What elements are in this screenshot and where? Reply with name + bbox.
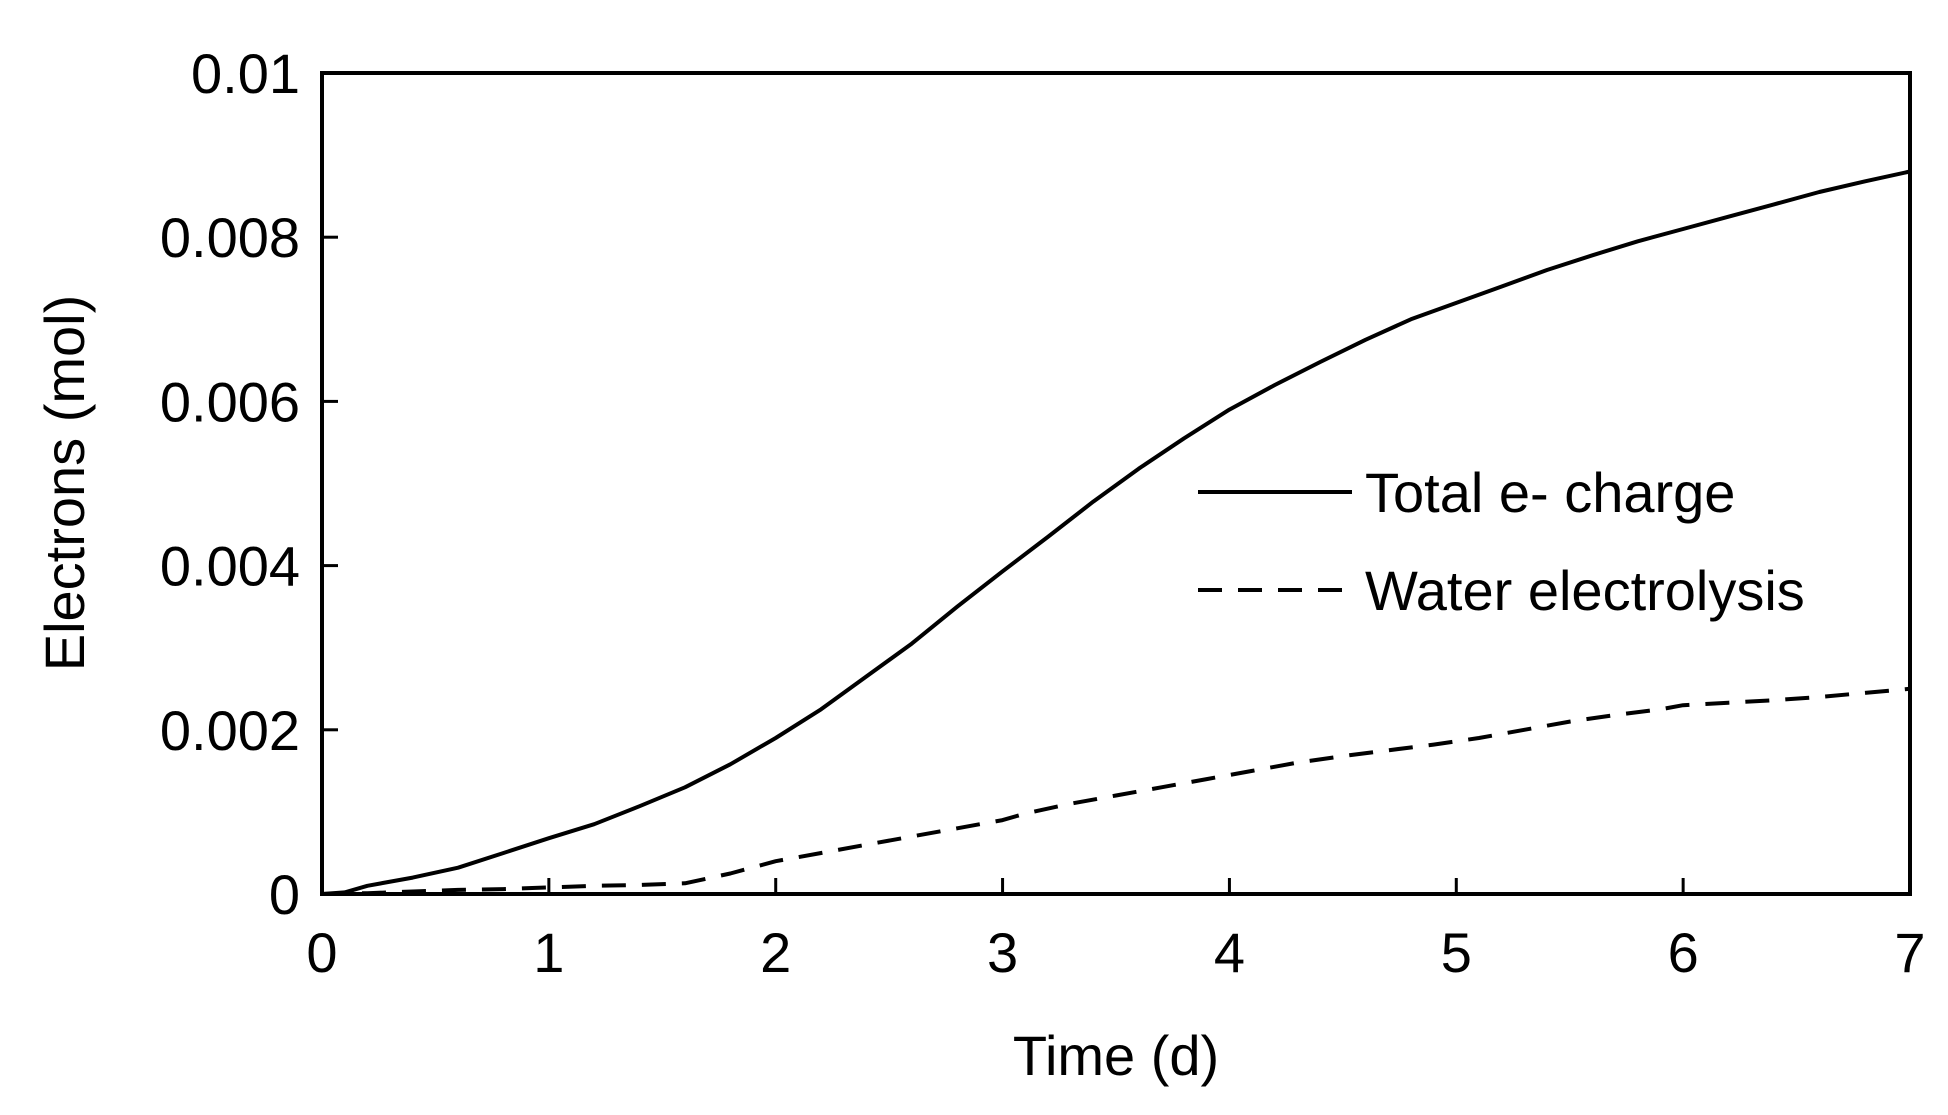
x-tick-label: 7 (1894, 921, 1925, 984)
y-tick-label: 0 (269, 863, 300, 926)
legend: Total e- charge Water electrolysis (1198, 461, 1805, 622)
series-layer (321, 169, 1911, 896)
ticks-layer: 0 1 2 3 4 5 6 7 0 0.002 0.004 0.006 0.008 0.01 (160, 42, 1926, 984)
y-tick-label: 0.006 (160, 370, 300, 433)
x-tick-label: 5 (1441, 921, 1472, 984)
series-line-water-electrolysis (321, 686, 1911, 896)
y-axis-title: Electrons (mol) (33, 295, 96, 672)
x-tick-label: 6 (1668, 921, 1699, 984)
x-axis-title: Time (d) (1013, 1024, 1219, 1087)
y-tick-label: 0.002 (160, 699, 300, 762)
series-line-total-e-charge (321, 169, 1911, 896)
y-tick-label: 0.01 (191, 42, 300, 105)
x-tick-label: 3 (987, 921, 1018, 984)
x-tick-label: 4 (1214, 921, 1245, 984)
y-tick-label: 0.008 (160, 206, 300, 269)
legend-label-total-charge: Total e- charge (1365, 461, 1735, 524)
x-tick-label: 0 (306, 921, 337, 984)
legend-label-water-electrolysis: Water electrolysis (1365, 559, 1805, 622)
y-tick-label: 0.004 (160, 535, 300, 598)
x-tick-label: 2 (760, 921, 791, 984)
x-tick-label: 1 (533, 921, 564, 984)
plot-frame (320, 71, 1912, 896)
